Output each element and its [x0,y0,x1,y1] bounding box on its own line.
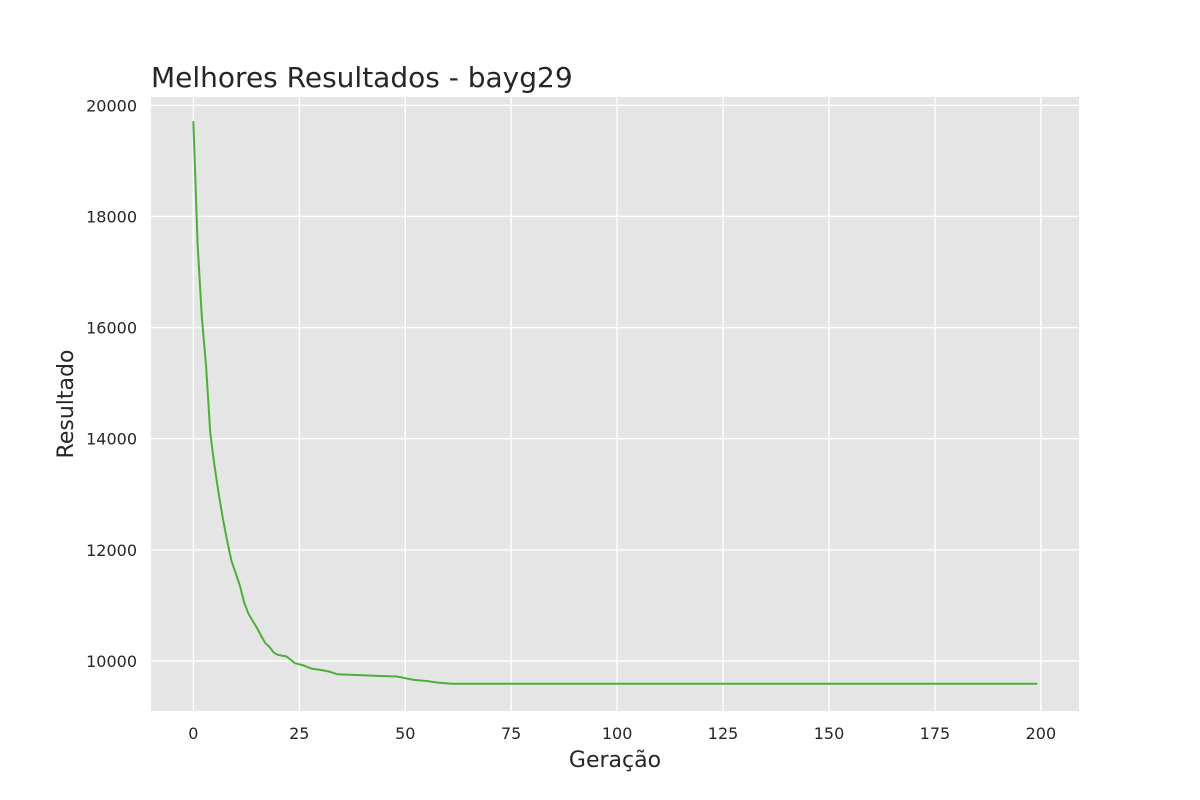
y-tick-label: 20000 [86,96,137,115]
y-tick-label: 18000 [86,207,137,226]
x-axis-label: Geração [569,748,661,773]
x-tick-label: 75 [501,724,521,743]
x-tick-label: 200 [1026,724,1057,743]
x-tick-label: 125 [708,724,739,743]
y-axis-ticks: 10000 12000 14000 16000 18000 20000 [86,96,137,671]
series-line-0 [192,121,1038,685]
x-tick-label: 175 [920,724,951,743]
chart-title: Melhores Resultados - bayg29 [151,61,573,94]
x-tick-label: 100 [602,724,633,743]
x-tick-label: 50 [395,724,415,743]
y-axis-label: Resultado [54,350,79,459]
x-tick-label: 25 [289,724,309,743]
plot-area [151,97,1079,711]
series-group [192,121,1038,685]
y-tick-label: 14000 [86,430,137,449]
y-tick-label: 12000 [86,541,137,560]
y-tick-label: 10000 [86,652,137,671]
y-tick-label: 16000 [86,319,137,338]
x-axis-ticks: 0 25 50 75 100 125 150 175 200 [188,724,1056,743]
grid-lines [151,97,1079,711]
x-tick-label: 0 [188,724,198,743]
x-tick-label: 150 [814,724,845,743]
